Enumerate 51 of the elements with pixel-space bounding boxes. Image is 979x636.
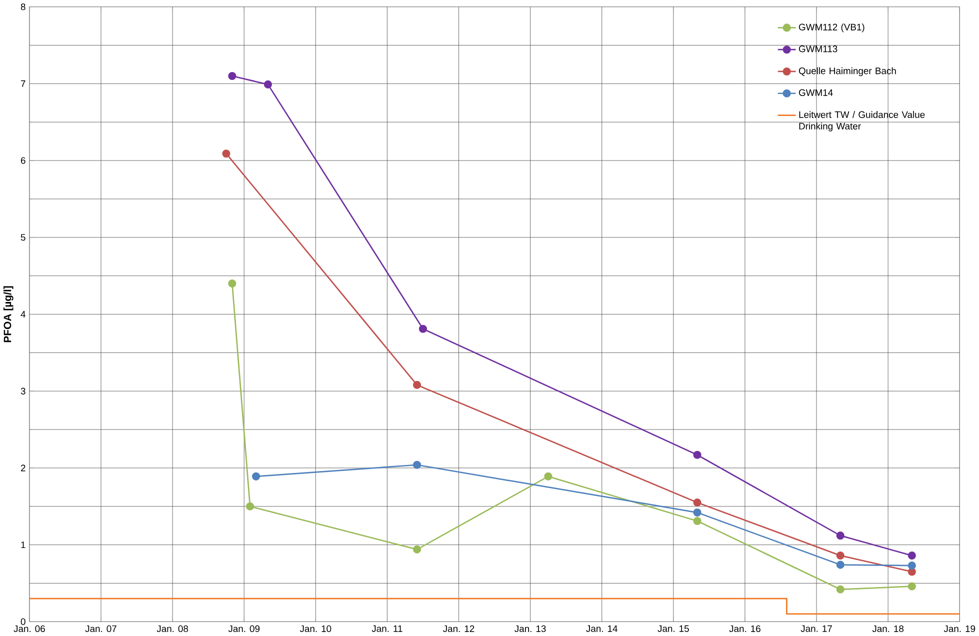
y-tick-label: 7 <box>20 80 26 88</box>
point <box>693 451 702 460</box>
x-tick-label: Jan. 07 <box>85 626 116 632</box>
y-tick-label: 5 <box>20 234 26 241</box>
y-tick-label: 0 <box>20 618 26 626</box>
x-tick-label: Jan. 19 <box>944 626 976 632</box>
x-tick-label: Jan. 10 <box>300 626 332 632</box>
point <box>693 498 702 507</box>
point <box>418 325 428 334</box>
point <box>412 461 422 470</box>
point <box>908 582 916 591</box>
point <box>693 508 702 517</box>
point <box>412 546 422 554</box>
point <box>836 532 844 540</box>
y-tick-label: 4 <box>20 311 26 318</box>
point <box>908 562 916 570</box>
x-tick-label: Jan. 06 <box>14 626 45 632</box>
point <box>252 472 260 481</box>
point <box>222 150 230 158</box>
x-tick-label: Jan. 16 <box>729 626 760 632</box>
x-tick-label: Jan. 18 <box>872 626 904 632</box>
legend-label: GWM112 (VB1) <box>798 24 864 33</box>
legend-label: GWM14 <box>798 90 833 96</box>
point <box>246 502 254 511</box>
y-tick-label: 8 <box>20 4 26 10</box>
legend-label: Leitwert TW / Guidance Value Drinking Water <box>799 111 925 132</box>
point <box>908 552 916 560</box>
x-tick-label: Jan. 15 <box>658 626 689 632</box>
legend-label: GWM113 <box>798 46 838 52</box>
x-tick-label: Jan. 13 <box>514 626 546 632</box>
point <box>228 280 236 288</box>
y-axis-title: PFOA [µg/l] <box>4 286 14 342</box>
x-tick-label: Jan. 08 <box>156 626 188 632</box>
point <box>264 80 272 89</box>
point <box>836 586 844 594</box>
x-tick-label: Jan. 09 <box>228 626 260 632</box>
point <box>544 472 552 481</box>
x-tick-label: Jan. 17 <box>800 626 832 632</box>
point <box>228 72 236 80</box>
legend-label: Quelle Haiminger Bach <box>798 68 896 76</box>
y-tick-label: 2 <box>20 464 26 472</box>
y-tick-label: 1 <box>21 542 26 548</box>
point <box>836 552 844 560</box>
y-tick-label: 3 <box>20 388 26 395</box>
x-tick-label: Jan. 12 <box>443 626 474 632</box>
point <box>836 561 844 570</box>
x-tick-label: Jan. 14 <box>586 626 618 632</box>
y-tick-label: 6 <box>20 157 26 164</box>
x-tick-label: Jan. 11 <box>372 626 402 632</box>
point <box>412 381 422 390</box>
point <box>693 517 702 526</box>
